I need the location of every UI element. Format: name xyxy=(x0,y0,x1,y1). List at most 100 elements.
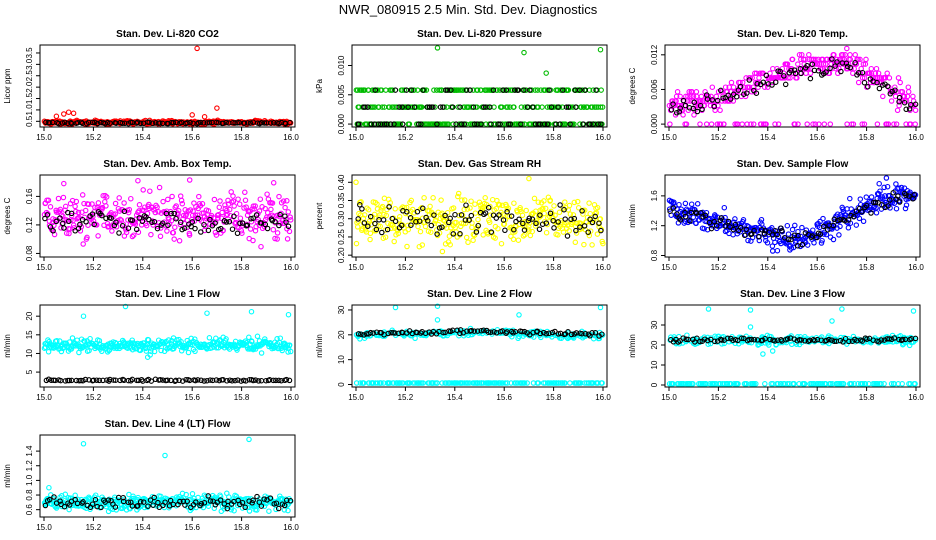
data-point xyxy=(391,238,397,245)
data-point xyxy=(747,324,754,330)
data-point xyxy=(380,217,387,223)
data-point xyxy=(146,119,152,126)
data-point xyxy=(785,236,792,243)
data-point xyxy=(842,217,848,224)
data-point xyxy=(521,227,528,233)
data-point xyxy=(599,104,606,110)
data-point xyxy=(865,83,871,90)
data-point xyxy=(453,219,459,226)
data-point xyxy=(540,205,546,212)
data-point xyxy=(217,198,223,204)
data-point xyxy=(562,199,568,205)
data-point xyxy=(844,63,851,70)
data-point xyxy=(215,215,221,221)
data-point xyxy=(853,208,860,214)
data-point xyxy=(406,121,413,127)
data-point xyxy=(892,84,898,90)
panel-title: Stan. Dev. Sample Flow xyxy=(737,159,849,170)
data-point xyxy=(827,65,833,72)
data-point xyxy=(287,217,294,223)
x-tick-label: 15.0 xyxy=(36,133,52,142)
data-point xyxy=(825,220,832,226)
data-point xyxy=(703,209,710,216)
x-tick-label: 15.0 xyxy=(661,133,677,142)
data-point xyxy=(670,101,676,107)
data-point xyxy=(724,89,730,95)
y-tick-label: 20 xyxy=(337,330,346,339)
data-point xyxy=(733,93,740,100)
data-point xyxy=(381,195,388,202)
data-point xyxy=(518,104,525,110)
data-point xyxy=(465,239,471,246)
data-point xyxy=(173,215,179,222)
figure-title: NWR_080915 2.5 Min. Std. Dev. Diagnostic… xyxy=(339,2,598,17)
x-tick-label: 15.0 xyxy=(348,263,364,272)
data-point xyxy=(282,213,288,219)
data-point xyxy=(94,120,101,127)
data-point xyxy=(683,121,690,127)
data-point xyxy=(189,112,195,118)
data-point xyxy=(821,121,828,127)
data-point xyxy=(459,197,465,203)
data-point xyxy=(886,75,893,81)
x-tick-label: 15.8 xyxy=(234,263,250,272)
data-point xyxy=(58,348,65,355)
data-point xyxy=(845,225,852,231)
data-point xyxy=(535,199,542,205)
data-point xyxy=(202,223,209,229)
data-point xyxy=(566,228,572,234)
x-tick-label: 15.4 xyxy=(447,263,463,272)
data-point xyxy=(746,77,753,83)
data-point xyxy=(108,215,114,221)
plot-frame xyxy=(351,174,608,258)
plot-frame xyxy=(664,174,921,258)
data-point xyxy=(261,120,268,126)
data-point xyxy=(527,87,533,93)
data-point xyxy=(905,89,912,95)
data-point xyxy=(697,121,703,127)
data-point xyxy=(856,215,863,222)
data-point xyxy=(135,177,141,184)
data-point xyxy=(103,203,109,209)
data-point xyxy=(903,106,909,113)
data-point xyxy=(817,231,824,238)
data-point xyxy=(469,224,475,231)
data-point xyxy=(901,185,908,191)
data-point xyxy=(526,215,533,222)
data-point xyxy=(577,87,583,93)
data-point xyxy=(233,210,240,217)
x-tick-label: 15.4 xyxy=(135,263,151,272)
data-point xyxy=(855,56,861,63)
data-point xyxy=(379,104,386,110)
data-point xyxy=(844,45,850,52)
data-point xyxy=(763,121,769,127)
panel-title: Stan. Dev. Line 1 Flow xyxy=(115,289,220,300)
data-point xyxy=(766,229,772,235)
y-tick-label: 1.0 xyxy=(25,104,34,116)
data-point xyxy=(912,121,918,127)
data-point xyxy=(367,230,374,237)
data-point xyxy=(788,67,794,74)
data-point xyxy=(171,210,177,217)
data-point xyxy=(902,205,909,212)
data-point xyxy=(246,436,252,443)
data-point xyxy=(516,312,522,318)
data-point xyxy=(860,61,867,67)
data-point xyxy=(46,120,53,126)
data-point xyxy=(582,226,588,233)
data-point xyxy=(693,89,700,95)
data-point xyxy=(194,212,201,218)
data-point xyxy=(804,242,811,248)
y-tick-label: 0.8 xyxy=(25,489,34,501)
data-point xyxy=(897,98,903,104)
y-axis-label: ml/min xyxy=(628,204,637,228)
data-point xyxy=(430,195,436,201)
x-tick-label: 16.0 xyxy=(283,133,299,142)
data-points xyxy=(353,175,606,255)
data-point xyxy=(774,247,781,254)
data-point xyxy=(884,183,891,190)
data-point xyxy=(861,121,868,127)
data-point xyxy=(877,188,883,194)
